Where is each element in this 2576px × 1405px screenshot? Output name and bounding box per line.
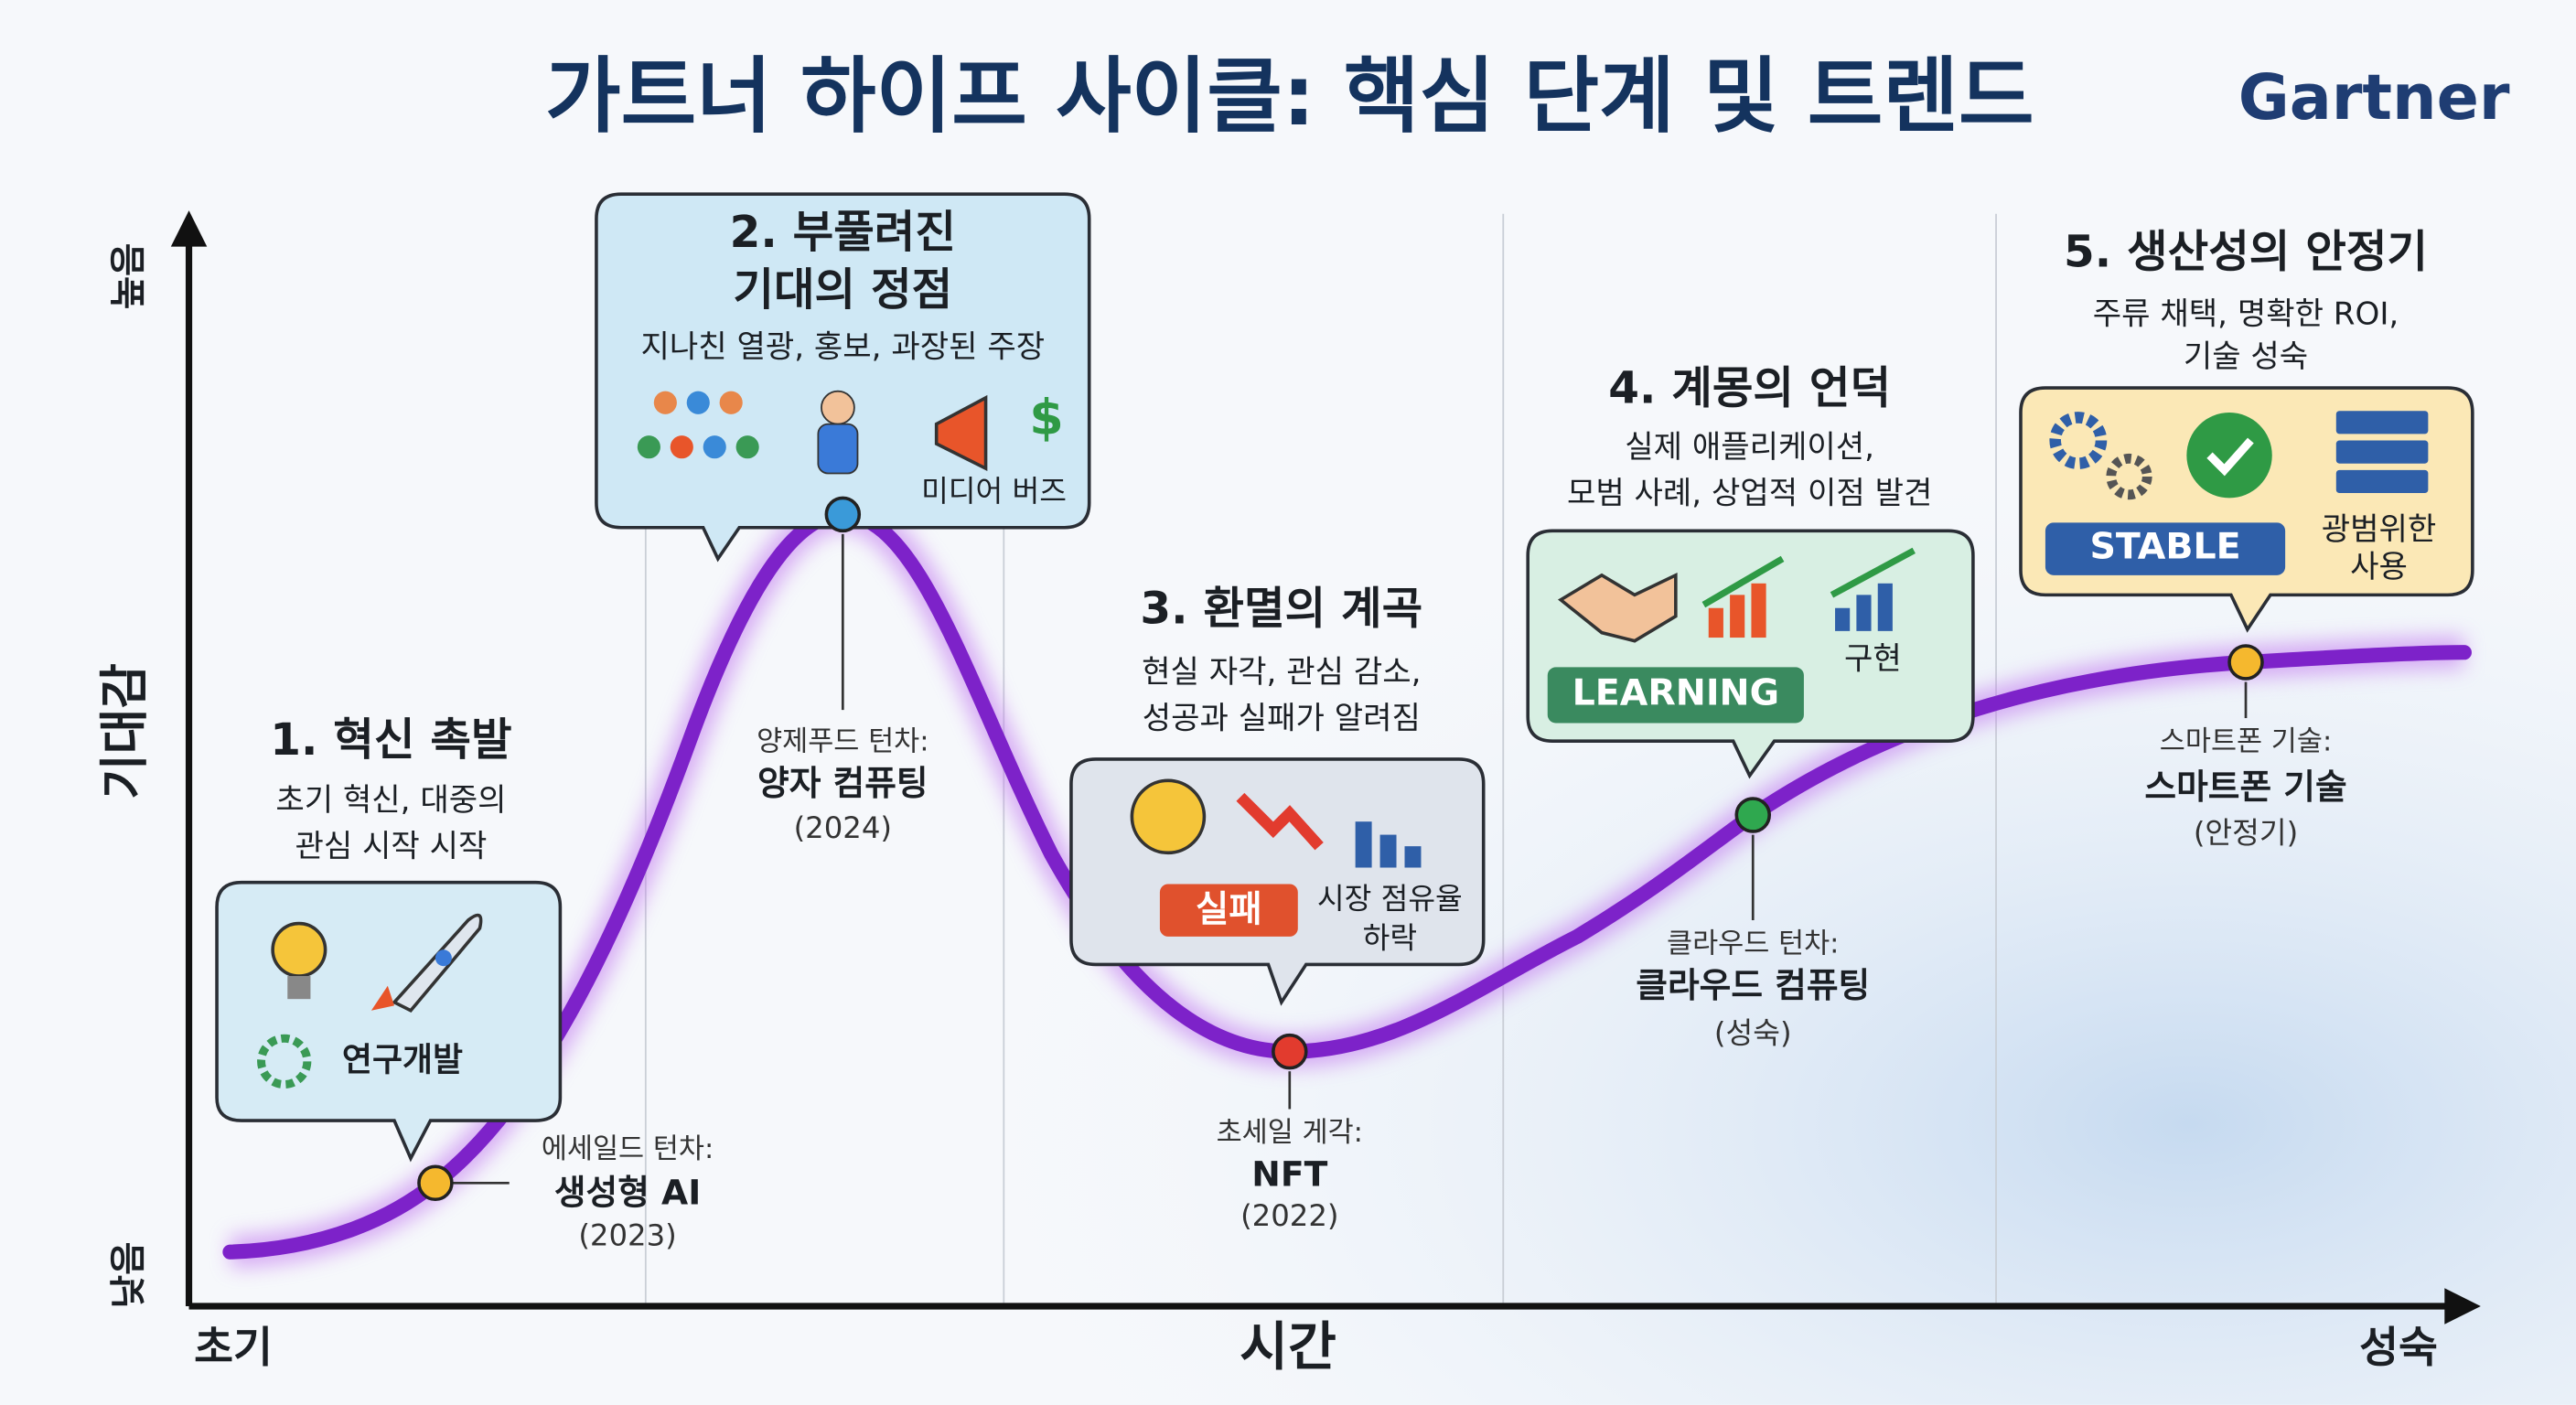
point-name: 클라우드 컴퓨팅: [1636, 965, 1870, 1005]
phase-title: 5. 생산성의 안정기: [2064, 227, 2428, 278]
phase-bubble: [595, 192, 1091, 563]
tag: 구현: [1844, 641, 1902, 678]
phase-desc: 성공과 실패가 알려짐: [1143, 700, 1421, 736]
point-year: (2024): [794, 810, 892, 845]
tag: 하락: [1363, 921, 1417, 956]
x-end: 성숙: [2359, 1324, 2438, 1373]
y-high: 높음: [108, 243, 150, 310]
point-year: (2023): [578, 1218, 676, 1253]
y-label: 기대감: [96, 663, 154, 799]
point-label: 초세일 게각:: [1217, 1117, 1363, 1149]
phase-desc: 지나친 열광, 홍보, 과장된 주장: [640, 328, 1045, 365]
icons: [2045, 411, 2429, 575]
point-name: NFT: [1251, 1154, 1327, 1195]
phase-desc: 모범 사례, 상업적 이점 발견: [1567, 475, 1932, 511]
y-low: 낮음: [108, 1242, 150, 1309]
phase-bubble: [215, 880, 563, 1163]
phase-desc: 주류 채택, 명확한 ROI,: [2093, 296, 2399, 333]
logo: Gartner: [2238, 62, 2510, 134]
tag: 실패: [1196, 888, 1262, 930]
tag: 시장 점유율: [1317, 881, 1463, 916]
point: [2227, 644, 2264, 681]
point-label: 양제푸드 턴차:: [757, 726, 928, 758]
phase-desc: 실제 애플리케이션,: [1625, 429, 1874, 466]
point-name: 양자 컴퓨팅: [757, 763, 928, 803]
point-label: 스마트폰 기술:: [2160, 726, 2332, 758]
svg-text:$: $: [1029, 389, 1063, 446]
point: [1734, 797, 1771, 833]
phase-bubble: [1526, 529, 1975, 779]
tag: 사용: [2350, 549, 2408, 585]
point-name: 스마트폰 기술: [2144, 767, 2346, 807]
phase-title: 4. 계몽의 언덕: [1608, 363, 1891, 414]
title: 가트너 하이프 사이클: 핵심 단계 및 트렌드: [545, 49, 2034, 145]
point-year: (성숙): [1714, 1016, 1792, 1051]
icons: [1130, 778, 1422, 937]
phase-title: 2. 부풀려진: [730, 207, 956, 258]
axes: [170, 210, 2481, 1325]
phase-desc: 관심 시작 시작: [295, 828, 487, 864]
tag: 미디어 버즈: [921, 474, 1067, 509]
point-name: 생성형 AI: [554, 1172, 701, 1212]
point-label: 에세일드 턴차:: [542, 1133, 714, 1165]
tag: 연구개발: [342, 1041, 463, 1078]
tag: STABLE: [2089, 526, 2240, 568]
x-start: 초기: [194, 1324, 273, 1373]
point-year: (2022): [1240, 1198, 1338, 1233]
phase-desc: 기술 성숙: [2184, 338, 2308, 375]
point: [824, 496, 862, 533]
icons: [257, 913, 483, 1089]
phase-title: 3. 환멸의 계곡: [1140, 583, 1422, 634]
phase-title: 1. 혁신 촉발: [270, 714, 511, 766]
point: [1272, 1033, 1308, 1070]
icons: $: [637, 389, 1064, 475]
point-year: (안정기): [2194, 816, 2298, 851]
tag: LEARNING: [1572, 671, 1779, 713]
phase-desc: 현실 자각, 관심 감소,: [1142, 654, 1421, 691]
tag: 광범위한: [2322, 511, 2437, 548]
x-label: 시간: [1240, 1316, 1336, 1378]
phase-desc: 초기 혁신, 대중의: [275, 782, 506, 819]
icons: [1547, 547, 1916, 724]
point: [417, 1164, 454, 1202]
connectors: [451, 533, 2248, 1185]
phase-title: 기대의 정점: [733, 264, 952, 316]
point-label: 클라우드 턴차:: [1667, 928, 1839, 960]
